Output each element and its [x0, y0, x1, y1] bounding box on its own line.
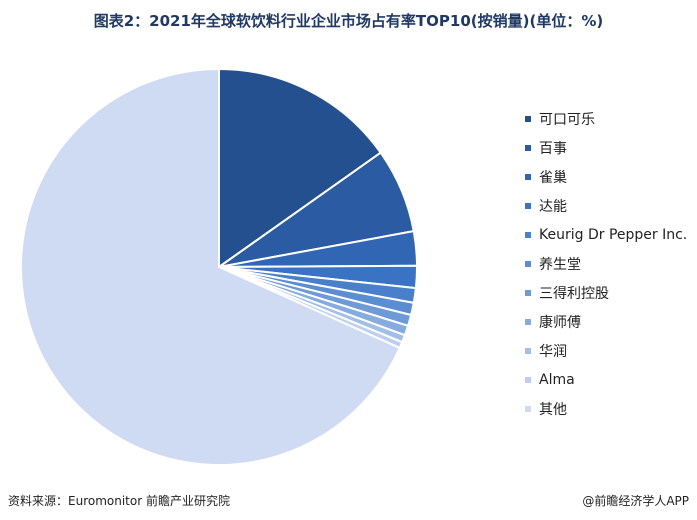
legend-swatch: [525, 289, 531, 296]
legend-swatch: [525, 376, 531, 383]
legend-item-7: 康师傅: [525, 307, 695, 336]
legend-label: Keurig Dr Pepper Inc.: [539, 226, 688, 243]
brand-note: @前瞻经济学人APP: [582, 494, 689, 508]
legend-swatch: [525, 260, 531, 267]
source-note: 资料来源：Euromonitor 前瞻产业研究院: [8, 494, 230, 508]
legend-label: 其他: [539, 401, 567, 418]
legend-item-6: 三得利控股: [525, 278, 695, 307]
legend-swatch: [525, 231, 531, 238]
legend-item-10: 其他: [525, 394, 695, 423]
legend-label: 华润: [539, 343, 567, 360]
legend-label: 达能: [539, 198, 567, 215]
legend-item-8: 华润: [525, 336, 695, 365]
pie-slice-0: [218, 68, 382, 268]
legend-label: 三得利控股: [539, 285, 609, 302]
legend-swatch: [525, 144, 531, 151]
legend-item-1: 百事: [525, 133, 695, 162]
legend-item-5: 养生堂: [525, 249, 695, 278]
legend-swatch: [525, 173, 531, 180]
legend-swatch: [525, 318, 531, 325]
legend-item-2: 雀巢: [525, 162, 695, 191]
legend-label: 养生堂: [539, 256, 581, 273]
legend-label: 百事: [539, 140, 567, 157]
legend-label: 康师傅: [539, 314, 581, 331]
legend-swatch: [525, 405, 531, 412]
chart-title: 图表2：2021年全球软饮料行业企业市场占有率TOP10(按销量)(单位：%): [93, 12, 604, 30]
legend-item-9: Alma: [525, 365, 695, 394]
legend-item-4: Keurig Dr Pepper Inc.: [525, 220, 695, 249]
legend-label: 雀巢: [539, 169, 567, 186]
legend-swatch: [525, 202, 531, 209]
legend-swatch: [525, 347, 531, 354]
legend-label: Alma: [539, 371, 575, 388]
legend-item-3: 达能: [525, 191, 695, 220]
legend-swatch: [525, 115, 531, 122]
legend-item-0: 可口可乐: [525, 104, 695, 133]
pie-slice-10: [20, 68, 401, 466]
legend-label: 可口可乐: [539, 111, 595, 128]
chart-legend: 可口可乐百事雀巢达能 Keurig Dr Pepper Inc. 养生堂三得利控股康…: [525, 104, 695, 423]
